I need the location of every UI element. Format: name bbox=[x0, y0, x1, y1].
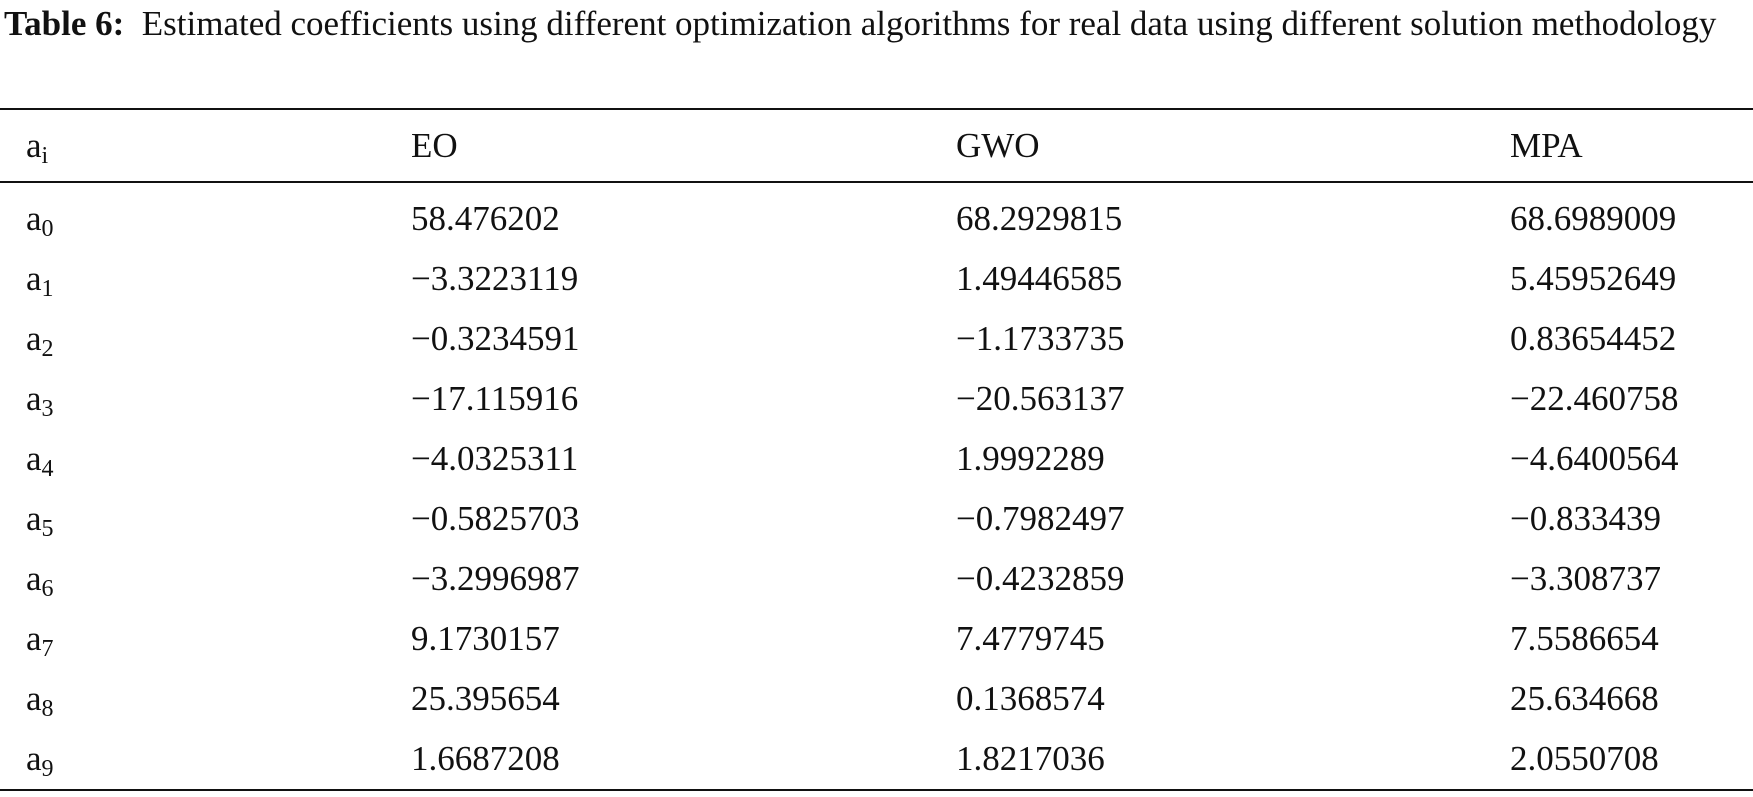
cell-mpa: −4.6400564 bbox=[1510, 439, 1679, 478]
cell-gwo: −1.1733735 bbox=[956, 319, 1125, 358]
coef-base: a bbox=[26, 619, 42, 658]
coef-sub: 6 bbox=[41, 576, 54, 602]
row-coefficient: a3 bbox=[0, 369, 385, 429]
row-coefficient: a7 bbox=[0, 609, 385, 669]
coef-base: a bbox=[26, 679, 42, 718]
header-gwo: GWO bbox=[956, 125, 1040, 165]
cell-mpa: −0.833439 bbox=[1510, 499, 1661, 538]
cell-gwo: 68.2929815 bbox=[956, 199, 1123, 238]
table-row: a9 1.6687208 1.8217036 2.0550708 bbox=[0, 729, 1753, 790]
row-coefficient: a5 bbox=[0, 489, 385, 549]
cell-mpa: 68.6989009 bbox=[1510, 199, 1677, 238]
cell-eo: −3.2996987 bbox=[411, 559, 580, 598]
row-coefficient: a0 bbox=[0, 182, 385, 249]
cell-mpa: 7.5586654 bbox=[1510, 619, 1659, 658]
table-header-row: ai EO GWO MPA bbox=[0, 109, 1753, 182]
cell-mpa: 2.0550708 bbox=[1510, 739, 1659, 778]
coef-sub: 1 bbox=[41, 276, 54, 302]
table-row: a3 −17.115916 −20.563137 −22.460758 bbox=[0, 369, 1753, 429]
coef-base: a bbox=[26, 499, 42, 538]
coef-sub: 5 bbox=[41, 516, 54, 542]
coef-sub: 3 bbox=[41, 396, 54, 422]
header-coefficient: ai bbox=[0, 109, 385, 182]
table-row: a1 −3.3223119 1.49446585 5.45952649 bbox=[0, 249, 1753, 309]
table-row: a6 −3.2996987 −0.4232859 −3.308737 bbox=[0, 549, 1753, 609]
cell-eo: −3.3223119 bbox=[411, 259, 579, 298]
row-coefficient: a6 bbox=[0, 549, 385, 609]
coef-base: a bbox=[26, 379, 42, 418]
coef-sub: 8 bbox=[41, 696, 54, 722]
coef-base: a bbox=[26, 259, 42, 298]
cell-eo: −0.3234591 bbox=[411, 319, 580, 358]
row-coefficient: a2 bbox=[0, 309, 385, 369]
cell-eo: 1.6687208 bbox=[411, 739, 560, 778]
cell-eo: −17.115916 bbox=[411, 379, 579, 418]
cell-gwo: 1.49446585 bbox=[956, 259, 1123, 298]
coef-base: a bbox=[26, 439, 42, 478]
cell-gwo: 0.1368574 bbox=[956, 679, 1105, 718]
coef-sub: 9 bbox=[41, 756, 54, 782]
cell-eo: 58.476202 bbox=[411, 199, 560, 238]
coef-base: a bbox=[26, 739, 42, 778]
coef-sub: 4 bbox=[41, 456, 54, 482]
coefficients-table-container: ai EO GWO MPA a0 58.476202 68.2929815 68… bbox=[0, 108, 1753, 791]
row-coefficient: a9 bbox=[0, 729, 385, 790]
cell-mpa: −22.460758 bbox=[1510, 379, 1679, 418]
caption-label: Table 6: bbox=[4, 4, 125, 43]
table-caption: Table 6: Estimated coefficients using di… bbox=[4, 2, 1749, 46]
cell-gwo: −0.7982497 bbox=[956, 499, 1125, 538]
coef-sub: 0 bbox=[41, 216, 54, 242]
header-mpa: MPA bbox=[1510, 125, 1583, 165]
table-row: a5 −0.5825703 −0.7982497 −0.833439 bbox=[0, 489, 1753, 549]
coef-base: a bbox=[26, 319, 42, 358]
coef-base: a bbox=[26, 199, 42, 238]
table-row: a7 9.1730157 7.4779745 7.5586654 bbox=[0, 609, 1753, 669]
cell-eo: −0.5825703 bbox=[411, 499, 580, 538]
coef-sub: 7 bbox=[41, 636, 54, 662]
table-row: a2 −0.3234591 −1.1733735 0.83654452 bbox=[0, 309, 1753, 369]
header-coef-sub: i bbox=[41, 142, 49, 169]
coefficients-table: ai EO GWO MPA a0 58.476202 68.2929815 68… bbox=[0, 108, 1753, 791]
header-coef-base: a bbox=[26, 125, 42, 165]
row-coefficient: a1 bbox=[0, 249, 385, 309]
table-body: a0 58.476202 68.2929815 68.6989009 a1 −3… bbox=[0, 182, 1753, 790]
row-coefficient: a4 bbox=[0, 429, 385, 489]
table-row: a0 58.476202 68.2929815 68.6989009 bbox=[0, 182, 1753, 249]
cell-gwo: 7.4779745 bbox=[956, 619, 1105, 658]
caption-text: Estimated coefficients using different o… bbox=[141, 4, 1717, 43]
header-eo: EO bbox=[411, 125, 458, 165]
cell-eo: 9.1730157 bbox=[411, 619, 560, 658]
cell-mpa: 25.634668 bbox=[1510, 679, 1659, 718]
table-row: a4 −4.0325311 1.9992289 −4.6400564 bbox=[0, 429, 1753, 489]
cell-mpa: −3.308737 bbox=[1510, 559, 1661, 598]
cell-mpa: 5.45952649 bbox=[1510, 259, 1677, 298]
cell-gwo: −0.4232859 bbox=[956, 559, 1125, 598]
cell-eo: −4.0325311 bbox=[411, 439, 579, 478]
cell-gwo: 1.8217036 bbox=[956, 739, 1105, 778]
coef-sub: 2 bbox=[41, 336, 54, 362]
coef-base: a bbox=[26, 559, 42, 598]
cell-gwo: 1.9992289 bbox=[956, 439, 1105, 478]
cell-gwo: −20.563137 bbox=[956, 379, 1125, 418]
cell-eo: 25.395654 bbox=[411, 679, 560, 718]
table-row: a8 25.395654 0.1368574 25.634668 bbox=[0, 669, 1753, 729]
cell-mpa: 0.83654452 bbox=[1510, 319, 1677, 358]
row-coefficient: a8 bbox=[0, 669, 385, 729]
